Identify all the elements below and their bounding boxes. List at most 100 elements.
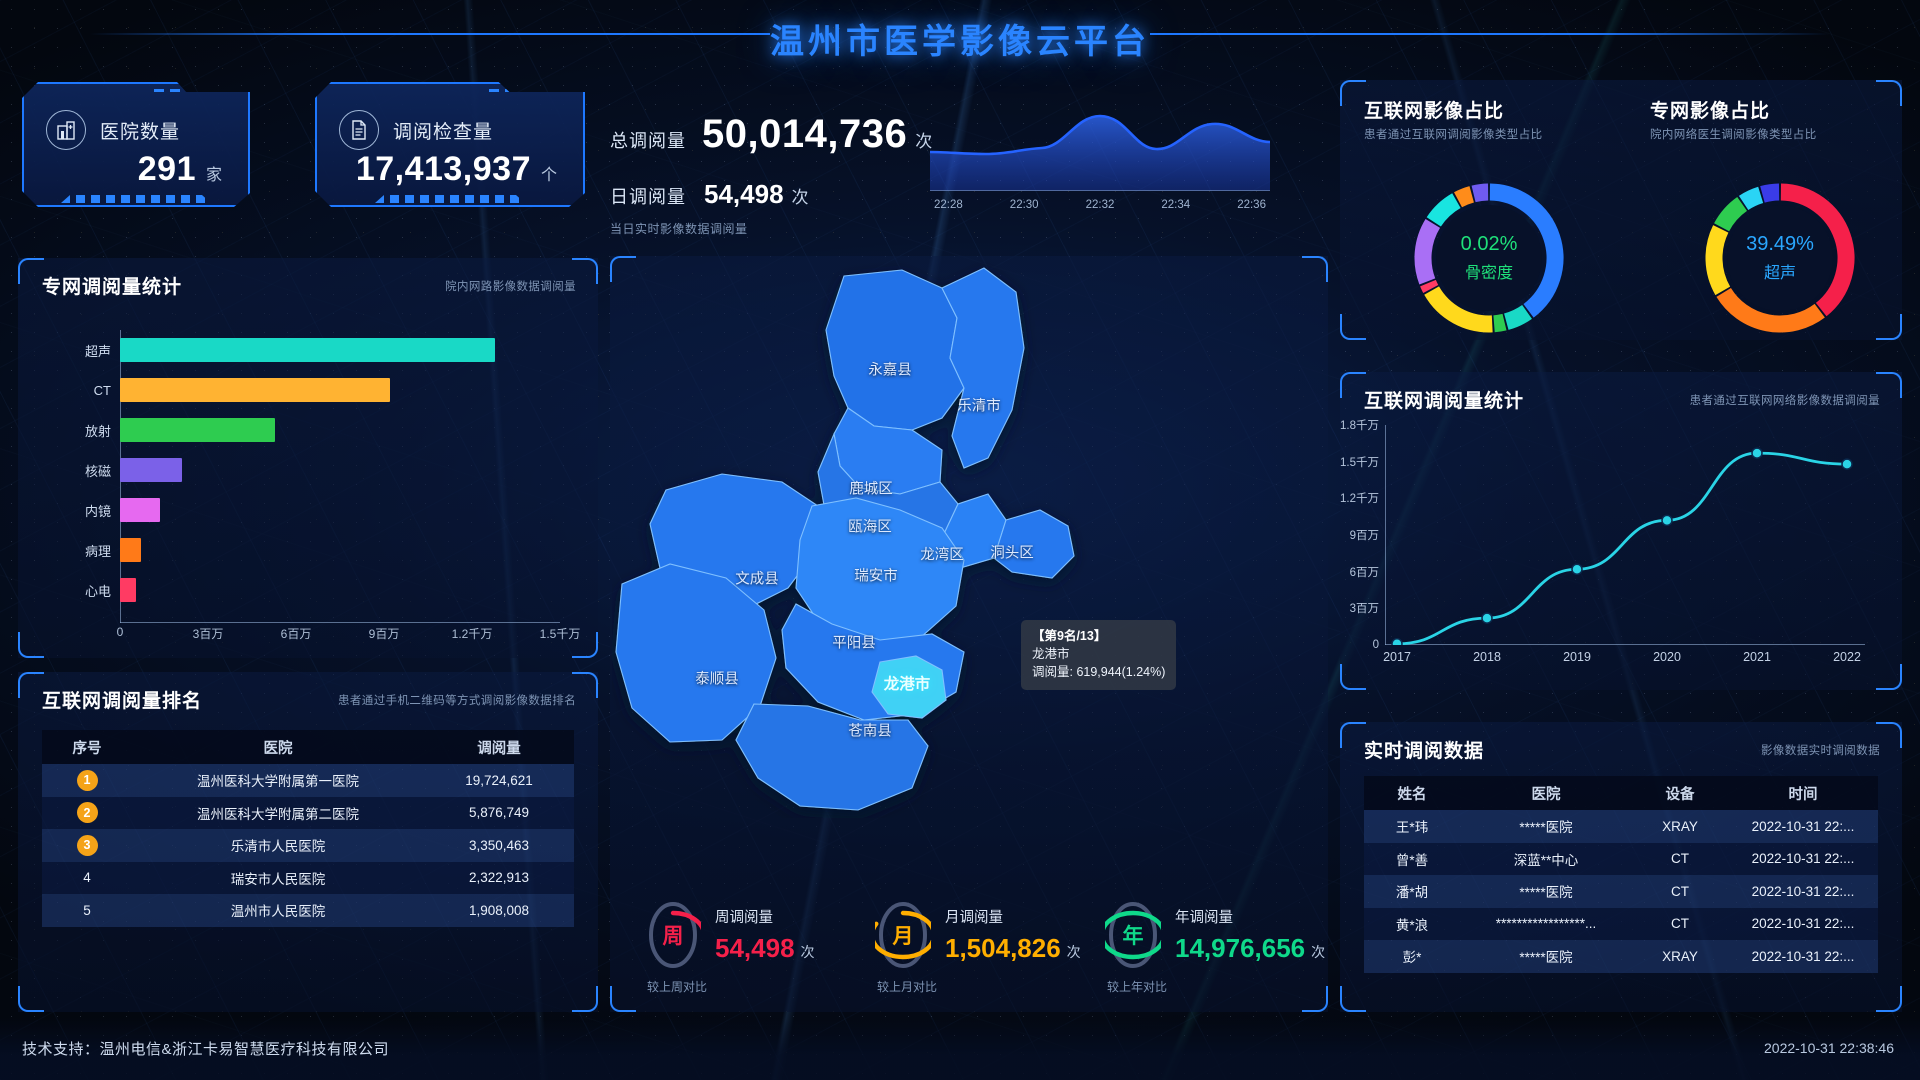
cell-time: 2022-10-31 22:... [1751, 883, 1855, 899]
cell-hospital: *****医院 [1519, 820, 1573, 836]
private-share-slice[interactable] [1760, 183, 1780, 203]
cell-time: 2022-10-31 22:... [1751, 818, 1855, 834]
private-share-slice[interactable] [1714, 197, 1748, 232]
cell-hospital: 乐清市人民医院 [230, 839, 326, 855]
stat-card-exam-count[interactable]: 调阅检查量 17,413,937 个 [315, 82, 585, 207]
daily-views-value: 54,498 [704, 179, 784, 209]
donut-chart-private-share[interactable]: 39.49% 超声 [1700, 178, 1860, 338]
realtime-sparkline-chart: 22:28 22:30 22:32 22:34 22:36 [930, 108, 1270, 213]
bar-chart-row[interactable]: 病理 [85, 538, 141, 562]
panel-subtitle: 院内网路影像数据调阅量 [445, 281, 576, 293]
line-chart-data-point[interactable] [1841, 458, 1853, 470]
cell-name: 彭* [1402, 950, 1422, 966]
bar-chart-row[interactable]: 内镜 [85, 498, 160, 522]
line-chart-data-point[interactable] [1391, 638, 1403, 645]
bar-chart-x-ticks: 0 3百万 6百万 9百万 1.2千万 1.5千万 [117, 625, 581, 645]
internet-share-slice[interactable] [1420, 279, 1439, 293]
table-row[interactable]: 4 瑞安市人民医院 2,322,913 [42, 861, 574, 894]
corner-bracket-br [1876, 986, 1902, 1012]
line-chart-data-point[interactable] [1751, 447, 1763, 459]
period-compare: 较上月对比 [877, 980, 938, 994]
daily-views-unit: 次 [791, 188, 809, 207]
private-share-slice[interactable] [1738, 186, 1764, 211]
cell-name: 黄*浪 [1395, 917, 1429, 933]
internet-share-slice[interactable] [1454, 186, 1475, 208]
private-share-slice[interactable] [1716, 287, 1825, 333]
cell-device: CT [1671, 883, 1689, 899]
bar-chart-row[interactable]: 心电 [85, 578, 137, 602]
cell-name: 曾*善 [1395, 852, 1429, 868]
internet-share-slice[interactable] [1503, 304, 1532, 330]
private-share-slice[interactable] [1705, 225, 1731, 296]
map-region-yueqing [941, 267, 1025, 469]
panel-subtitle: 患者通过互联网网络影像数据调阅量 [1689, 395, 1880, 407]
line-chart-data-point[interactable] [1661, 514, 1673, 527]
period-text: 周调阅量 54,498 次 [715, 906, 815, 964]
period-badge-year[interactable]: 年 年调阅量 14,976,656 次较上年对比 [1105, 900, 1325, 994]
line-chart-x-tick: 2019 [1563, 650, 1591, 664]
period-label: 月调阅量 [945, 910, 1003, 926]
bar-chart-row[interactable]: CT [94, 378, 390, 402]
corner-bracket-tr [572, 258, 598, 284]
corner-bracket-tr [572, 672, 598, 698]
bar-chart-x-tick: 3百万 [192, 627, 224, 641]
total-views-label: 总调阅量 [610, 131, 686, 151]
panel-subtitle: 影像数据实时调阅数据 [1761, 745, 1880, 757]
period-badge-month[interactable]: 月 月调阅量 1,504,826 次较上月对比 [875, 900, 1081, 994]
line-chart-data-point[interactable] [1571, 563, 1583, 575]
internet-share-slice[interactable] [1489, 183, 1564, 318]
realtime-table-body: 王*玮 *****医院 XRAY 2022-10-31 22:... 曾*善 深蓝**中心… [1364, 810, 1878, 973]
cell-count: 19,724,621 [465, 772, 533, 788]
bar-fill [120, 538, 141, 562]
period-label: 年调阅量 [1175, 910, 1233, 926]
cell-hospital: *****************... [1495, 916, 1597, 932]
table-row[interactable]: 2 温州医科大学附属第二医院 5,876,749 [42, 796, 574, 829]
sparkline-tick: 22:28 [934, 199, 963, 211]
table-row[interactable]: 彭* *****医院 XRAY 2022-10-31 22:... [1364, 940, 1878, 973]
bar-chart-row[interactable]: 放射 [85, 418, 276, 442]
table-row[interactable]: 曾*善 深蓝**中心 CT 2022-10-31 22:... [1364, 842, 1878, 875]
map-tooltip: 【第9名/13】 龙港市 调阅量: 619,944(1.24%) [1021, 620, 1177, 691]
private-share-slice[interactable] [1780, 183, 1855, 317]
line-chart-x-tick: 2021 [1743, 650, 1771, 664]
cell-hospital: *****医院 [1519, 885, 1573, 901]
wenzhou-region-map[interactable]: 永嘉县 乐清市 鹿城区 瓯海区 龙湾区 洞头区 文成县 瑞安市 平阳县 泰顺县 龙港市 苍南县 【第9… [612, 258, 1327, 878]
ranking-table-body: 1 温州医科大学附属第一医院 19,724,621 2 温州医科大学附属第二医院 5,87… [42, 764, 574, 927]
page-footer: 技术支持：温州电信&浙江卡易智慧医疗科技有限公司 2022-10-31 22:3… [0, 1018, 1920, 1080]
table-row[interactable]: 王*玮 *****医院 XRAY 2022-10-31 22:... [1364, 810, 1878, 843]
table-row[interactable]: 3 乐清市人民医院 3,350,463 [42, 829, 574, 862]
internet-share-slice[interactable] [1426, 193, 1461, 227]
internet-share-slice[interactable] [1493, 313, 1507, 333]
stat-card-hospital-count[interactable]: 医院数量 291 家 [22, 82, 250, 207]
donut1-center-value: 0.02% [1460, 233, 1518, 255]
bar-fill [120, 578, 137, 602]
totals-block: 总调阅量 50,014,736 次 日调阅量 54,498 次 当日实时影像数据… [610, 112, 932, 237]
internet-views-line-chart: 0 3百万 6百万 9百万 1.2千万 1.5千万 1.8千万 2017 2018 2019 20… [1340, 420, 1865, 664]
footer-timestamp: 2022-10-31 22:38:46 [1764, 1040, 1894, 1056]
bar-fill [120, 498, 160, 522]
table-row[interactable]: 1 温州医科大学附属第一医院 19,724,621 [42, 764, 574, 797]
line-chart-y-tick: 9百万 [1349, 530, 1379, 542]
table-row[interactable]: 潘*胡 *****医院 CT 2022-10-31 22:... [1364, 875, 1878, 908]
bar-chart-row[interactable]: 核磁 [85, 458, 182, 482]
corner-bracket-tl [1340, 372, 1366, 398]
donut-chart-internet-share[interactable]: 0.02% 骨密度 [1409, 178, 1569, 338]
line-chart-data-point[interactable] [1481, 612, 1493, 624]
private-network-bar-chart: 超声 CT 放射核磁内镜病理心电 0 3百万 6百万 9百万 1.2千万 1.5千万 [60, 330, 581, 645]
period-ring: 周 [645, 900, 701, 970]
total-views-value: 50,014,736 [702, 112, 908, 156]
table-row[interactable]: 5 温州市人民医院 1,908,008 [42, 894, 574, 927]
internet-share-slice[interactable] [1424, 286, 1493, 333]
map-svg[interactable] [612, 258, 1327, 818]
line-chart-y-tick: 1.2千万 [1340, 493, 1379, 506]
internet-share-slice[interactable] [1471, 183, 1489, 203]
corner-bracket-bl [610, 986, 636, 1012]
panel-title-private-share: 专网影像占比 [1650, 101, 1771, 122]
bar-category-label: 病理 [84, 543, 111, 559]
bar-chart-x-axis [120, 622, 560, 623]
bar-chart-row[interactable]: 超声 [85, 338, 496, 362]
sparkline-tick: 22:30 [1009, 199, 1039, 211]
table-row[interactable]: 黄*浪 *****************... CT 2022-10-31 22:.… [1364, 907, 1878, 940]
period-badge-week[interactable]: 周 周调阅量 54,498 次较上周对比 [645, 900, 815, 994]
internet-share-slice[interactable] [1414, 218, 1441, 285]
